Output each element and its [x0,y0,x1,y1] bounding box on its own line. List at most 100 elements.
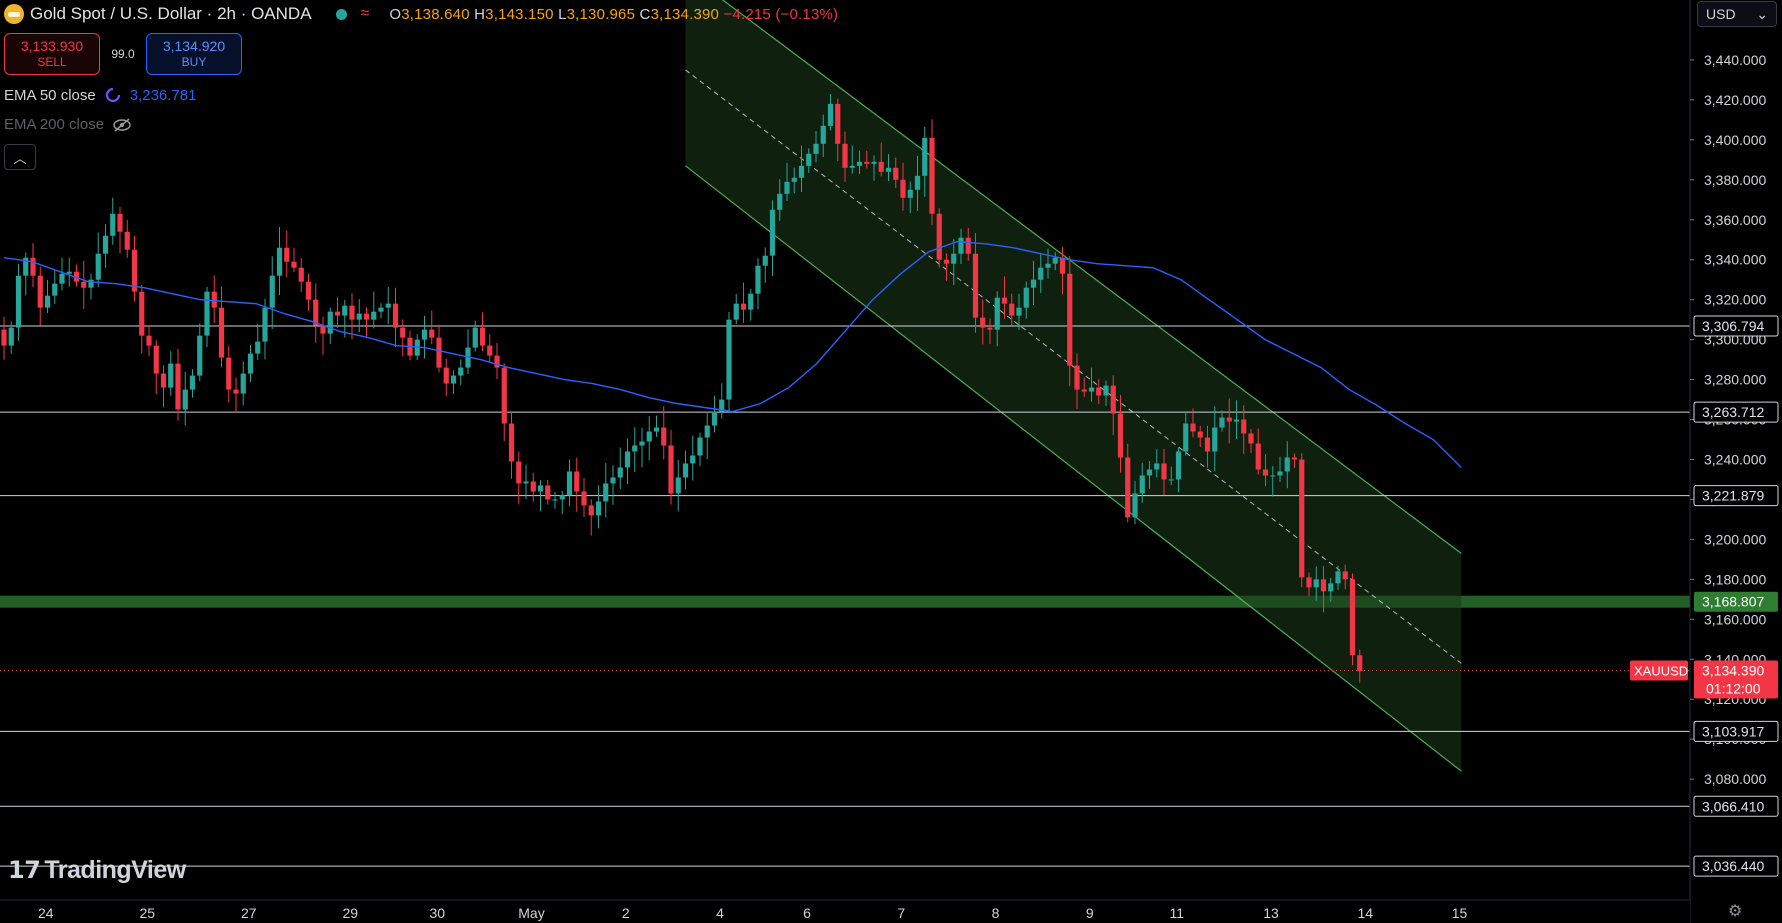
candle [23,252,29,296]
candle-body [827,103,834,126]
candle [516,451,522,505]
candle-body [146,335,152,346]
currency-select[interactable]: USD ⌄ [1697,1,1777,27]
candle-body [1212,427,1218,452]
level-tag-4: 3,066.410 [1693,795,1779,817]
candle [421,315,428,359]
candle [1357,649,1363,683]
candle [610,465,616,505]
tradingview-mark-icon: 𝟭𝟳 [8,857,41,884]
market-open-icon [335,8,347,20]
candle-body [1306,577,1312,588]
candle [1059,246,1066,295]
sell-label: SELL [37,55,67,69]
channel-upper-line [721,0,1462,554]
candle-body [523,481,529,484]
candle-body [668,445,674,494]
candle [523,464,529,499]
indicator-ema200[interactable]: EMA 200 close [4,116,132,133]
candle [37,266,43,326]
candle-body [334,311,341,316]
candle [392,287,399,348]
candle [820,114,826,158]
candle [255,324,261,360]
candle [262,298,268,360]
candle [1299,453,1305,588]
candle [8,321,14,354]
level-tag-box [1693,485,1779,507]
candle [146,325,152,356]
candle [247,344,254,382]
candle-body [856,161,863,166]
candle-body [1088,387,1095,392]
candle [711,395,718,433]
candle-body [59,273,65,284]
candle-body [1349,579,1356,656]
candle [1335,565,1341,590]
level-tag-5: 3,036.440 [1693,855,1779,877]
candle-body [44,295,51,308]
candle-body [588,505,594,516]
candle-body [1313,579,1319,588]
candle-body [951,253,957,264]
high-label: H [474,5,486,23]
sell-button[interactable]: 3,133.930 SELL [4,33,100,75]
candle [465,329,471,375]
price-axis-bg [1690,0,1782,923]
symbol-title[interactable]: Gold Spot / U.S. Dollar · 2h · OANDA [30,4,312,23]
time-axis: 24 25 27 29 30 May 2 4 6 7 8 9 11 13 14 15 [0,899,1690,923]
candle-body [516,461,522,484]
candle [1219,410,1225,432]
collapse-legend-button[interactable]: ︿ [4,144,36,170]
candle-body [574,471,580,492]
candle-body [15,275,22,328]
candle-body [189,375,196,390]
candle-body [1110,385,1116,414]
indicator-ema50[interactable]: EMA 50 close 3,236.781 [4,86,196,104]
candle-body [284,247,290,262]
candle-body [30,257,36,276]
candle [791,167,797,194]
candle-body [987,327,993,330]
candle-body [458,367,464,376]
candle [1067,256,1073,387]
candles [1,93,1363,683]
price-tick-label: 3,160.000 [1704,611,1766,627]
symbol-tag-box [1630,660,1688,681]
candle-body [320,325,326,334]
candle [1306,572,1312,596]
support-zone-tag-label: 3,168.807 [1702,594,1764,610]
candle [110,197,116,245]
level-tag-box [1693,855,1779,877]
gear-icon[interactable]: ⚙ [1728,903,1743,920]
candle-body [1081,389,1087,392]
candle [1190,408,1196,438]
candle-body [1038,267,1044,280]
candle-body [1117,413,1124,458]
candle-body [197,335,203,376]
candle [349,293,355,340]
candle-body [1335,571,1341,584]
plot-area [0,0,1690,867]
candle-body [487,345,493,356]
candle [1313,566,1319,601]
level-tag-box [1693,401,1779,423]
candle-body [646,431,652,442]
candle [864,150,870,169]
time-tick-label: 4 [716,905,724,921]
candle-body [726,319,732,400]
candle [1009,293,1015,326]
candle [1023,281,1029,319]
candle [52,270,58,304]
hidden-eye-icon[interactable] [112,117,132,133]
candle-body [443,367,449,384]
candle-body [342,305,348,316]
candle-body [124,231,130,250]
candle [1328,577,1334,602]
candle [211,275,217,324]
candle [1284,441,1290,489]
candle-body [929,137,935,214]
buy-button[interactable]: 3,134.920 BUY [146,33,242,75]
candle-body [711,411,718,426]
